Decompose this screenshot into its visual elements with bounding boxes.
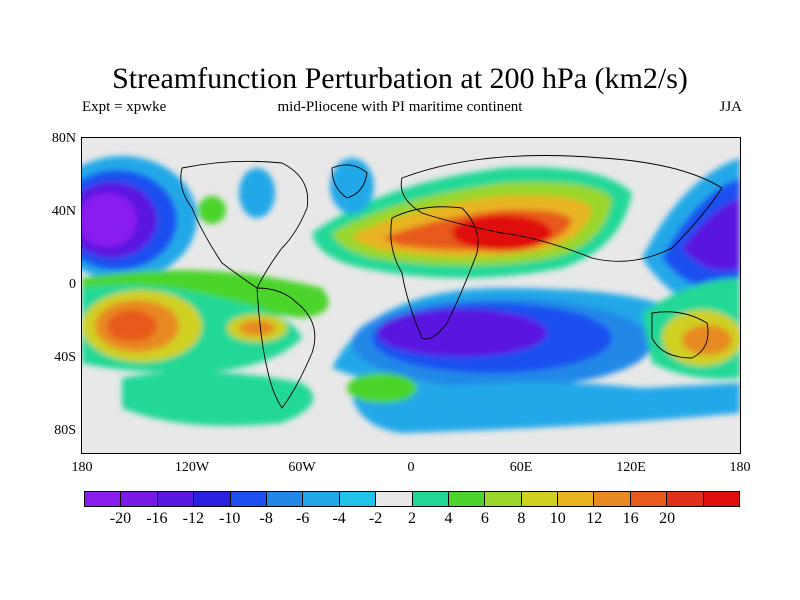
colorbar — [84, 491, 740, 507]
lon-label-120e: 120E — [616, 460, 646, 475]
colorbar-swatch — [558, 492, 595, 506]
colorbar-swatch — [448, 492, 486, 506]
colorbar-tick-label: 4 — [444, 510, 453, 527]
colorbar-swatch — [266, 492, 304, 506]
colorbar-swatch — [85, 492, 122, 506]
colorbar-tick-label: 20 — [659, 510, 676, 527]
map-title: Streamfunction Perturbation at 200 hPa (… — [112, 62, 688, 95]
colorbar-swatch — [157, 492, 195, 506]
colorbar-tick-label: 10 — [549, 510, 566, 527]
colorbar-swatch — [630, 492, 668, 506]
lon-label-180-right: 180 — [729, 460, 751, 475]
lat-label-80s: 80S — [54, 423, 76, 438]
colorbar-tick-label: -16 — [146, 510, 168, 527]
colorbar-tick-label: 16 — [622, 510, 639, 527]
colorbar-tick-label: 8 — [517, 510, 526, 527]
colorbar-swatch — [667, 492, 704, 506]
colorbar-swatch — [121, 492, 158, 506]
colorbar-tick-label: 12 — [586, 510, 603, 527]
lon-label-0: 0 — [407, 460, 415, 475]
lat-label-40n: 40N — [51, 204, 76, 219]
experiment-description: mid-Pliocene with PI maritime continent — [277, 99, 523, 115]
map-panel — [81, 137, 741, 454]
contour-fills — [82, 156, 740, 433]
colorbar-swatch — [412, 492, 449, 506]
season-label: JJA — [719, 99, 742, 115]
colorbar-tick-label: -20 — [109, 510, 132, 527]
colorbar-tick-label: 2 — [408, 510, 416, 527]
lat-label-80n: 80N — [51, 131, 76, 146]
colorbar-swatch — [703, 492, 740, 506]
experiment-label: Expt = xpwke — [82, 99, 167, 115]
streamfunction-field — [82, 138, 740, 453]
colorbar-swatch — [376, 492, 413, 506]
colorbar-swatch — [303, 492, 340, 506]
colorbar-tick-label: 6 — [480, 510, 489, 527]
colorbar-tick-label: -2 — [368, 510, 383, 527]
lon-label-180-left: 180 — [71, 460, 93, 475]
colorbar-tick-label: -4 — [332, 510, 346, 527]
colorbar-swatch — [339, 492, 377, 506]
colorbar-swatch — [194, 492, 231, 506]
colorbar-swatch — [485, 492, 522, 506]
lat-label-0: 0 — [69, 277, 76, 292]
lat-label-40s: 40S — [54, 350, 76, 365]
lon-label-60w: 60W — [288, 460, 316, 475]
colorbar-swatch — [230, 492, 267, 506]
lon-label-120w: 120W — [174, 460, 210, 475]
colorbar-tick-label: -12 — [182, 510, 204, 527]
colorbar-tick-label: -6 — [295, 510, 310, 527]
colorbar-swatch — [594, 492, 631, 506]
colorbar-tick-label: -10 — [219, 510, 241, 527]
lon-label-60e: 60E — [509, 460, 533, 475]
colorbar-tick-label: -8 — [259, 510, 273, 527]
continent-outlines — [180, 155, 723, 409]
colorbar-swatch — [521, 492, 559, 506]
